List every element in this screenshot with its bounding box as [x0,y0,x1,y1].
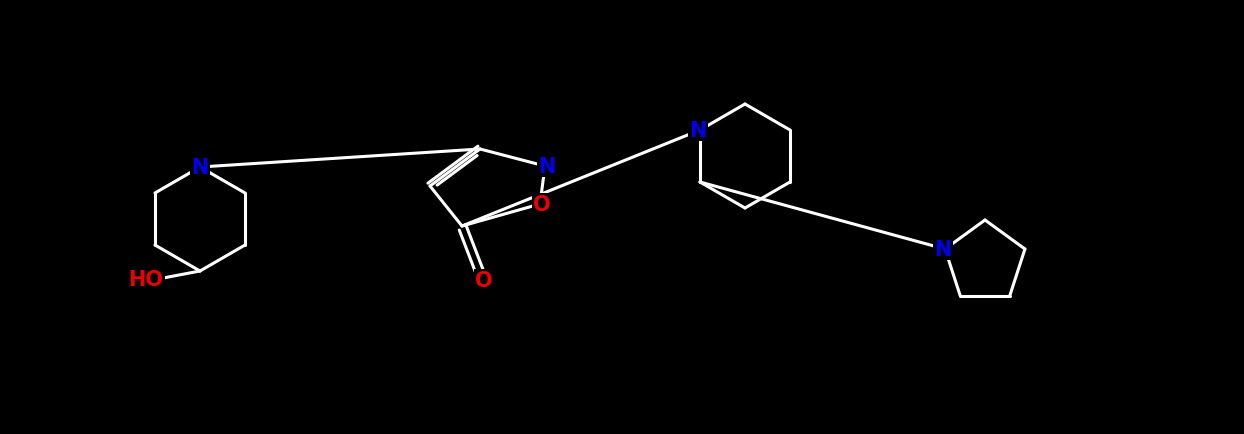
Text: N: N [689,121,707,141]
Text: O: O [534,194,551,214]
Text: N: N [934,240,952,260]
Text: N: N [539,157,556,177]
Text: N: N [192,158,209,178]
Text: HO: HO [128,270,163,289]
Text: O: O [475,270,493,290]
